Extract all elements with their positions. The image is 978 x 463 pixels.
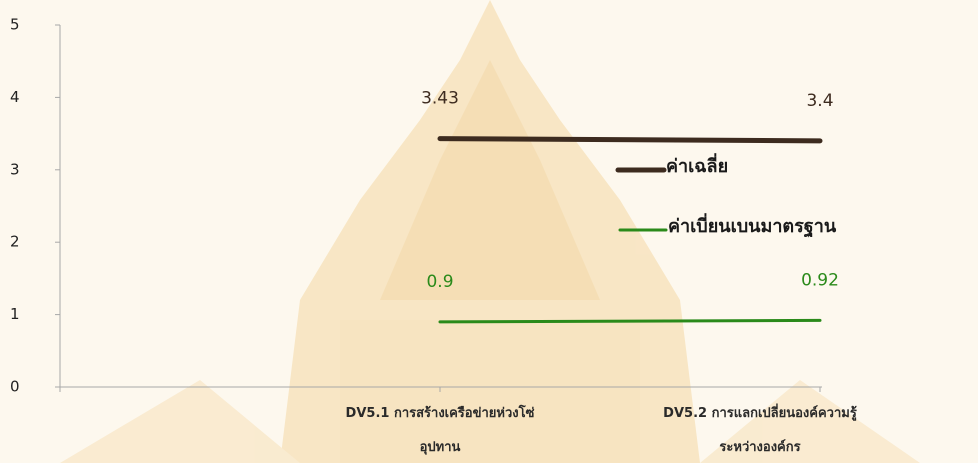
background-emblem [60,0,920,463]
y-tick-label: 3 [10,160,20,178]
x-tick-label: DV5.2 การแลกเปลี่ยนองค์ความรู้ระหว่างองค… [663,406,857,455]
data-label: 0.92 [801,270,839,290]
legend-label: ค่าเบี่ยนเบนมาตรฐาน [668,213,837,238]
y-tick-label: 5 [10,16,20,34]
y-tick-label: 4 [10,88,20,106]
series-line [437,136,823,144]
data-label: 0.9 [426,272,453,292]
x-tick-label: DV5.1 การสร้างเครือข่ายห่วงโซ่อุปทาน [345,406,535,455]
data-label: 3.43 [421,89,459,109]
data-label: 3.4 [806,91,833,111]
series-line [438,318,822,324]
y-tick-label: 2 [10,233,20,251]
y-tick-label: 0 [10,378,20,396]
y-tick-label: 1 [10,305,20,323]
legend-label: ค่าเฉลี่ย [666,153,728,177]
